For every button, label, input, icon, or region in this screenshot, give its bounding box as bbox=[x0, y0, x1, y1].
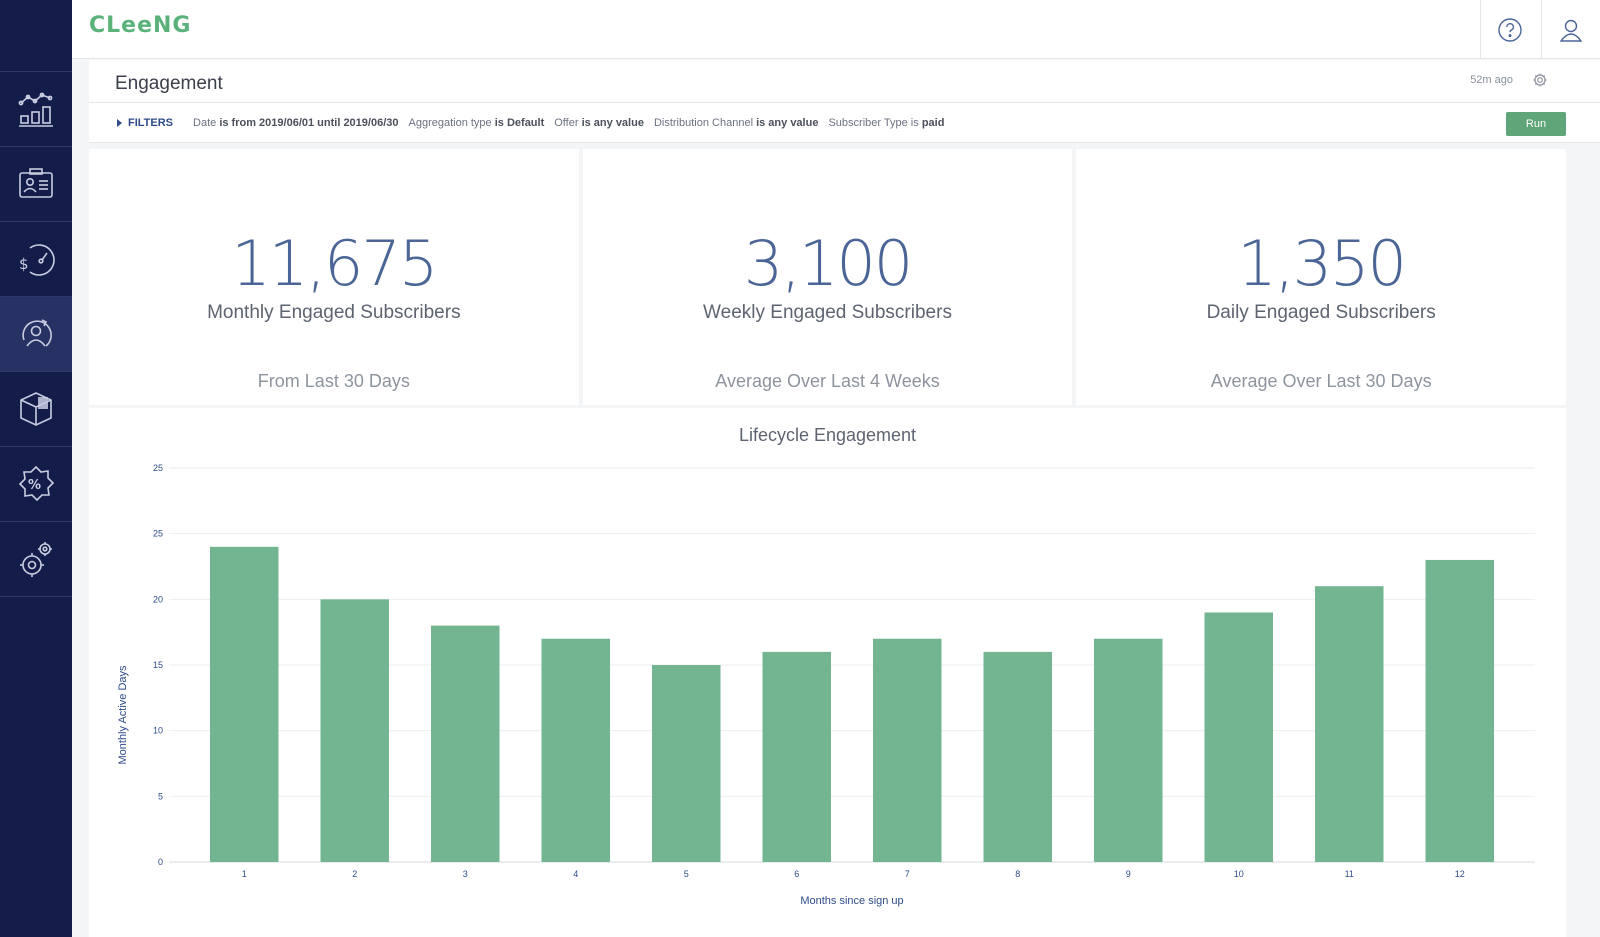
filter-field: Distribution Channel bbox=[653, 116, 754, 129]
page-title: Engagement bbox=[115, 73, 223, 94]
chart-bar bbox=[1425, 559, 1495, 862]
y-tick-label: 20 bbox=[153, 594, 163, 604]
y-tick-label: 0 bbox=[158, 857, 163, 867]
x-tick-label: 10 bbox=[1234, 869, 1244, 879]
filter-value: is Default bbox=[494, 116, 545, 129]
main-content: Engagement 52m ago FILTERS Date is from … bbox=[89, 60, 1600, 937]
sidebar-item-revenue[interactable]: $ bbox=[0, 222, 72, 297]
top-bar: CLeeNG bbox=[72, 0, 1600, 59]
caret-right-icon bbox=[117, 118, 122, 127]
chart-bar bbox=[1204, 612, 1274, 862]
chart-bar bbox=[320, 599, 390, 862]
filter-bar: FILTERS Date is from 2019/06/01 until 20… bbox=[89, 103, 1600, 143]
package-box-icon bbox=[20, 392, 52, 426]
sidebar-item-analytics[interactable] bbox=[0, 72, 72, 147]
brand-logo[interactable]: CLeeNG bbox=[89, 13, 192, 38]
stat-subtitle: Average Over Last 4 Weeks bbox=[715, 371, 940, 391]
account-button[interactable] bbox=[1541, 0, 1600, 59]
x-axis-label: Months since sign up bbox=[800, 895, 903, 907]
y-tick-label: 25 bbox=[153, 463, 163, 473]
x-tick-label: 5 bbox=[684, 869, 689, 879]
chart-bar bbox=[983, 651, 1053, 862]
discount-percent-icon: % bbox=[18, 465, 55, 502]
run-button[interactable]: Run bbox=[1506, 112, 1566, 136]
chart-bar bbox=[762, 651, 832, 862]
chart-bar bbox=[872, 638, 942, 862]
stat-subtitle: From Last 30 Days bbox=[257, 371, 410, 391]
lifecycle-chart-panel: Lifecycle Engagement 0 5 10 15 20 25 25 1 2 3 4 5 6 7… bbox=[89, 408, 1566, 937]
filter-chip-subscriber-type[interactable]: Subscriber Type is paid bbox=[828, 117, 944, 129]
x-tick-label: 9 bbox=[1126, 869, 1131, 879]
stat-label: Weekly Engaged Subscribers bbox=[703, 302, 952, 323]
x-tick-label: 8 bbox=[1015, 869, 1020, 879]
x-tick-label: 2 bbox=[352, 869, 357, 879]
filter-value: is from 2019/06/01 until 2019/06/30 bbox=[219, 116, 399, 129]
filter-field: Offer bbox=[554, 116, 579, 129]
filter-chip-aggregation[interactable]: Aggregation type is Default bbox=[409, 117, 545, 129]
stat-label: Daily Engaged Subscribers bbox=[1206, 302, 1436, 323]
chart-bar bbox=[651, 665, 721, 862]
y-tick-label: 10 bbox=[153, 726, 163, 736]
x-tick-label: 6 bbox=[794, 869, 799, 879]
y-tick-label: 5 bbox=[158, 791, 163, 801]
stat-card-monthly: 11,675 Monthly Engaged Subscribers From … bbox=[89, 149, 579, 405]
sidebar-item-packages[interactable] bbox=[0, 372, 72, 447]
stat-value: 11,675 bbox=[231, 227, 438, 300]
sidebar-item-subscribers[interactable] bbox=[0, 147, 72, 222]
filter-field: Aggregation type bbox=[408, 116, 492, 129]
help-icon bbox=[1498, 17, 1522, 42]
sidebar-item-engagement[interactable] bbox=[0, 297, 72, 372]
filter-value: paid bbox=[921, 116, 945, 129]
filter-chip-offer[interactable]: Offer is any value bbox=[554, 117, 644, 129]
revenue-speedometer-icon: $ bbox=[19, 244, 55, 276]
x-tick-label: 11 bbox=[1345, 869, 1354, 879]
chart-bar bbox=[541, 638, 611, 862]
chart-bar bbox=[1093, 638, 1163, 862]
chart-bar bbox=[209, 546, 279, 862]
x-tick-label: 12 bbox=[1455, 869, 1465, 879]
filter-chip-date[interactable]: Date is from 2019/06/01 until 2019/06/30 bbox=[193, 117, 398, 129]
stats-row: 11,675 Monthly Engaged Subscribers From … bbox=[89, 149, 1567, 405]
chart-title: Lifecycle Engagement bbox=[738, 425, 917, 445]
chart-bar bbox=[430, 625, 500, 862]
chart-bar bbox=[1314, 586, 1384, 862]
stat-value: 3,100 bbox=[743, 227, 913, 300]
filters-toggle[interactable]: FILTERS bbox=[117, 117, 173, 129]
filter-chip-distribution-channel[interactable]: Distribution Channel is any value bbox=[654, 117, 819, 129]
x-tick-label: 4 bbox=[573, 869, 578, 879]
filter-value: is any value bbox=[581, 116, 644, 129]
x-tick-label: 1 bbox=[242, 869, 247, 879]
last-updated-label: 52m ago bbox=[1470, 74, 1513, 86]
sidebar-header bbox=[0, 0, 72, 72]
svg-text:$: $ bbox=[19, 255, 29, 273]
x-tick-label: 3 bbox=[463, 869, 468, 879]
y-axis-label: Monthly Active Days bbox=[117, 665, 129, 765]
stat-subtitle: Average Over Last 30 Days bbox=[1210, 371, 1432, 391]
sidebar: $ % bbox=[0, 0, 72, 937]
engagement-user-cycle-icon bbox=[22, 319, 52, 347]
page-header: Engagement 52m ago bbox=[89, 60, 1600, 103]
x-tick-label: 7 bbox=[905, 869, 910, 879]
stat-card-weekly: 3,100 Weekly Engaged Subscribers Average… bbox=[582, 149, 1073, 405]
filter-field: Subscriber Type is bbox=[828, 116, 919, 129]
sidebar-item-settings[interactable] bbox=[0, 522, 72, 597]
analytics-chart-icon bbox=[18, 92, 53, 127]
filter-field: Date bbox=[193, 116, 217, 129]
subscriber-card-icon bbox=[19, 168, 53, 198]
y-tick-label: 25 bbox=[153, 529, 163, 539]
stat-value: 1,350 bbox=[1237, 227, 1406, 300]
svg-text:%: % bbox=[28, 478, 41, 493]
filters-toggle-label: FILTERS bbox=[128, 116, 174, 129]
gear-icon[interactable] bbox=[1532, 72, 1548, 88]
y-tick-label: 15 bbox=[153, 660, 163, 670]
settings-gears-icon bbox=[20, 542, 52, 577]
stat-label: Monthly Engaged Subscribers bbox=[207, 302, 461, 323]
sidebar-item-discounts[interactable]: % bbox=[0, 447, 72, 522]
filter-value: is any value bbox=[756, 116, 819, 129]
user-icon bbox=[1559, 19, 1583, 42]
stat-card-daily: 1,350 Daily Engaged Subscribers Average … bbox=[1076, 149, 1567, 405]
help-button[interactable] bbox=[1480, 0, 1539, 59]
